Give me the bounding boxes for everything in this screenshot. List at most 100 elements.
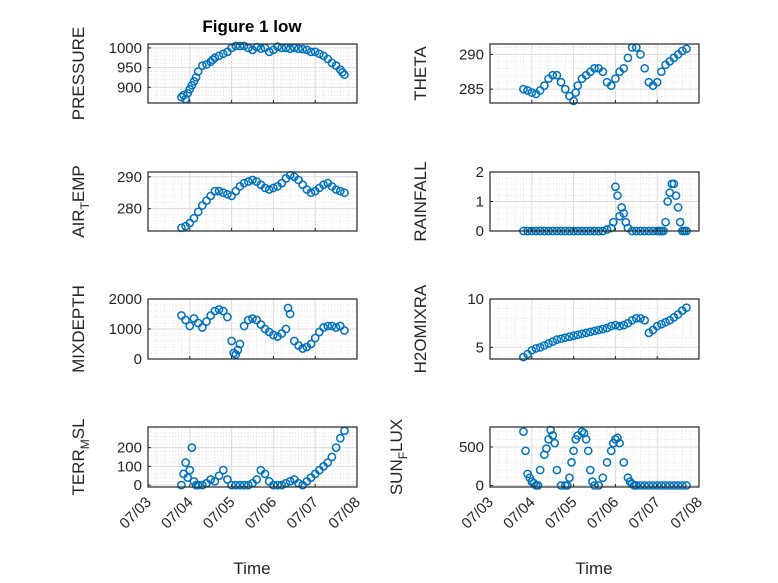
data-point — [652, 77, 662, 87]
data-point — [298, 344, 308, 353]
x-tick-label: 07/07 — [625, 494, 664, 533]
subplot-rainfall: 0 1 2 RAINFALL — [411, 161, 700, 242]
data-point — [657, 481, 666, 490]
data-point — [613, 191, 622, 200]
data-point — [323, 321, 333, 331]
data-point — [519, 84, 528, 94]
data-point — [181, 458, 190, 467]
y-axis-label: MIXDEPTH — [69, 285, 88, 373]
subplot-h2omixra: 5 10 H2OMIXRA — [411, 284, 700, 373]
y-tick-label: 0 — [476, 477, 484, 494]
y-tick-label: 0 — [476, 223, 484, 240]
data-point — [214, 471, 224, 481]
data-point — [235, 41, 245, 51]
data-point — [661, 481, 670, 490]
data-point — [590, 326, 599, 336]
y-axis-label: RAINFALL — [411, 161, 430, 241]
data-point — [210, 53, 220, 63]
data-point — [231, 350, 241, 359]
y-tick-label: 0 — [134, 351, 142, 368]
axes-box — [489, 426, 700, 488]
data-point — [535, 86, 545, 95]
data-point — [193, 480, 203, 490]
data-point — [567, 458, 576, 467]
x-axis-label-left: Time — [233, 559, 270, 578]
data-point — [269, 183, 278, 193]
subplot-pressure: 900 950 1000 PRESSURE — [69, 27, 358, 120]
data-point — [197, 323, 207, 332]
data-point — [598, 67, 608, 77]
data-point — [243, 480, 253, 490]
data-point — [235, 339, 245, 349]
data-point — [682, 303, 691, 313]
series-points — [519, 43, 691, 106]
data-point — [260, 469, 270, 479]
data-point — [548, 337, 558, 346]
data-point — [302, 45, 312, 55]
data-point — [185, 321, 195, 331]
data-point — [542, 444, 551, 453]
data-point — [585, 465, 595, 475]
data-point — [539, 341, 549, 350]
data-point — [306, 188, 316, 198]
data-point — [264, 185, 274, 194]
data-point — [187, 443, 197, 452]
data-point — [214, 186, 224, 196]
data-point — [521, 446, 530, 456]
data-point — [189, 213, 199, 223]
y-tick-label: 1000 — [109, 40, 142, 57]
y-tick-label: 1 — [476, 194, 484, 211]
data-point — [539, 81, 549, 90]
data-point — [598, 324, 608, 334]
data-point — [269, 330, 278, 340]
data-point — [527, 88, 537, 97]
data-point — [243, 315, 253, 325]
x-tick-label: 07/04 — [500, 494, 539, 533]
data-point — [577, 427, 587, 436]
data-point — [619, 208, 629, 218]
data-point — [315, 49, 324, 59]
data-point — [677, 46, 687, 56]
data-point — [608, 217, 618, 227]
data-point — [285, 477, 295, 486]
x-tick-label: 07/08 — [667, 494, 706, 533]
data-point — [256, 44, 266, 54]
data-point — [177, 92, 186, 102]
data-point — [606, 81, 616, 90]
data-point — [183, 473, 193, 482]
data-point — [285, 309, 295, 319]
data-point — [223, 189, 232, 199]
y-tick-label: 285 — [459, 81, 484, 98]
data-point — [556, 481, 566, 490]
series-points — [177, 41, 349, 104]
plot-area — [148, 427, 357, 487]
data-point — [223, 312, 232, 322]
data-point — [306, 47, 316, 57]
data-point — [319, 180, 328, 190]
data-point — [218, 188, 228, 198]
data-point — [569, 96, 578, 106]
data-point — [652, 481, 662, 490]
data-point — [565, 332, 574, 342]
data-point — [231, 480, 241, 490]
data-point — [556, 334, 566, 344]
y-axis-label: TERRMSL — [69, 418, 92, 495]
data-point — [231, 41, 241, 51]
data-point — [319, 323, 328, 332]
data-point — [310, 333, 320, 343]
data-point — [657, 67, 666, 77]
data-point — [548, 70, 558, 80]
axes-box — [489, 43, 700, 104]
data-point — [548, 431, 558, 440]
data-point — [631, 481, 641, 490]
axes-box — [147, 426, 358, 488]
axes-box — [147, 171, 358, 232]
data-point — [531, 344, 541, 353]
x-tick-label: 07/03 — [116, 494, 155, 533]
data-point — [585, 327, 595, 337]
data-point — [277, 480, 287, 490]
data-point — [252, 475, 262, 484]
data-point — [269, 480, 278, 490]
data-point — [327, 321, 337, 331]
